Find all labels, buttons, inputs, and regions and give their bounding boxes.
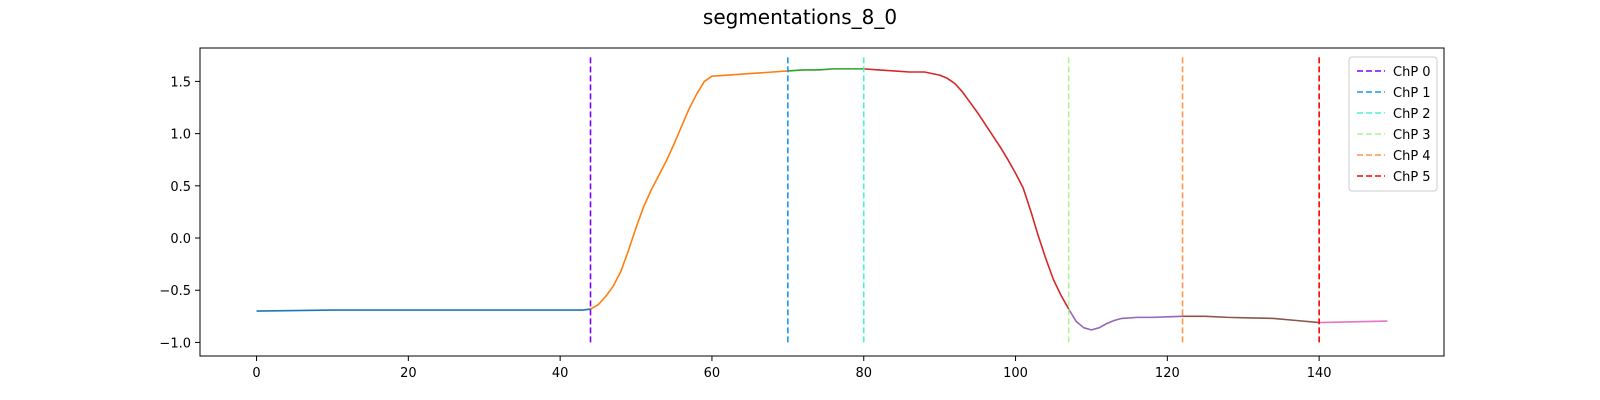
y-axis: −1.0 −0.5 0.0 0.5 1.0 1.5	[159, 75, 200, 351]
legend-label: ChP 1	[1393, 86, 1431, 101]
legend-label: ChP 2	[1393, 107, 1431, 122]
legend-label: ChP 5	[1393, 170, 1431, 185]
legend: ChP 0 ChP 1 ChP 2 ChP 3 ChP 4 ChP 5	[1348, 56, 1438, 192]
y-tick-label: 0.0	[170, 232, 191, 247]
x-tick-label: 40	[552, 366, 569, 381]
series-line-3	[863, 68, 1070, 310]
x-tick-label: 140	[1307, 366, 1332, 381]
plot-frame	[199, 47, 1445, 357]
legend-label: ChP 4	[1393, 149, 1431, 164]
y-tick-label: −0.5	[159, 284, 191, 299]
legend-label: ChP 0	[1393, 65, 1431, 80]
y-tick-label: 1.5	[170, 75, 191, 90]
series-line-1	[590, 70, 788, 310]
series-line-0	[256, 308, 591, 312]
x-tick-label: 0	[252, 366, 260, 381]
plot-area	[256, 55, 1388, 343]
x-tick-label: 80	[855, 366, 872, 381]
legend-label: ChP 3	[1393, 128, 1431, 143]
x-axis: 0 20 40 60 80 100 120 140	[252, 356, 1332, 381]
series-line-5	[1182, 315, 1320, 324]
x-tick-label: 60	[704, 366, 721, 381]
series-line-2	[787, 68, 864, 72]
y-tick-label: 1.0	[170, 128, 191, 143]
x-tick-label: 120	[1155, 366, 1180, 381]
y-tick-label: 0.5	[170, 180, 191, 195]
series-line-4	[1067, 308, 1183, 331]
x-tick-label: 20	[400, 366, 417, 381]
legend-box	[1348, 56, 1438, 192]
y-tick-label: −1.0	[159, 336, 191, 351]
chart-title: segmentations_8_0	[703, 5, 897, 29]
series-line-6	[1319, 320, 1388, 324]
x-tick-label: 100	[1003, 366, 1028, 381]
